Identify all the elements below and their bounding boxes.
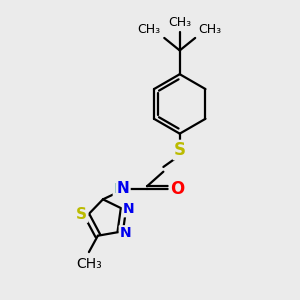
Text: N: N [123,202,134,216]
Text: CH₃: CH₃ [199,22,222,36]
Text: O: O [170,180,184,198]
Text: CH₃: CH₃ [138,22,161,36]
Text: S: S [174,141,186,159]
Text: N: N [120,226,131,240]
Text: H: H [114,182,124,196]
Text: CH₃: CH₃ [76,256,102,271]
Text: N: N [117,181,130,196]
Text: CH₃: CH₃ [168,16,191,29]
Text: S: S [76,207,87,222]
